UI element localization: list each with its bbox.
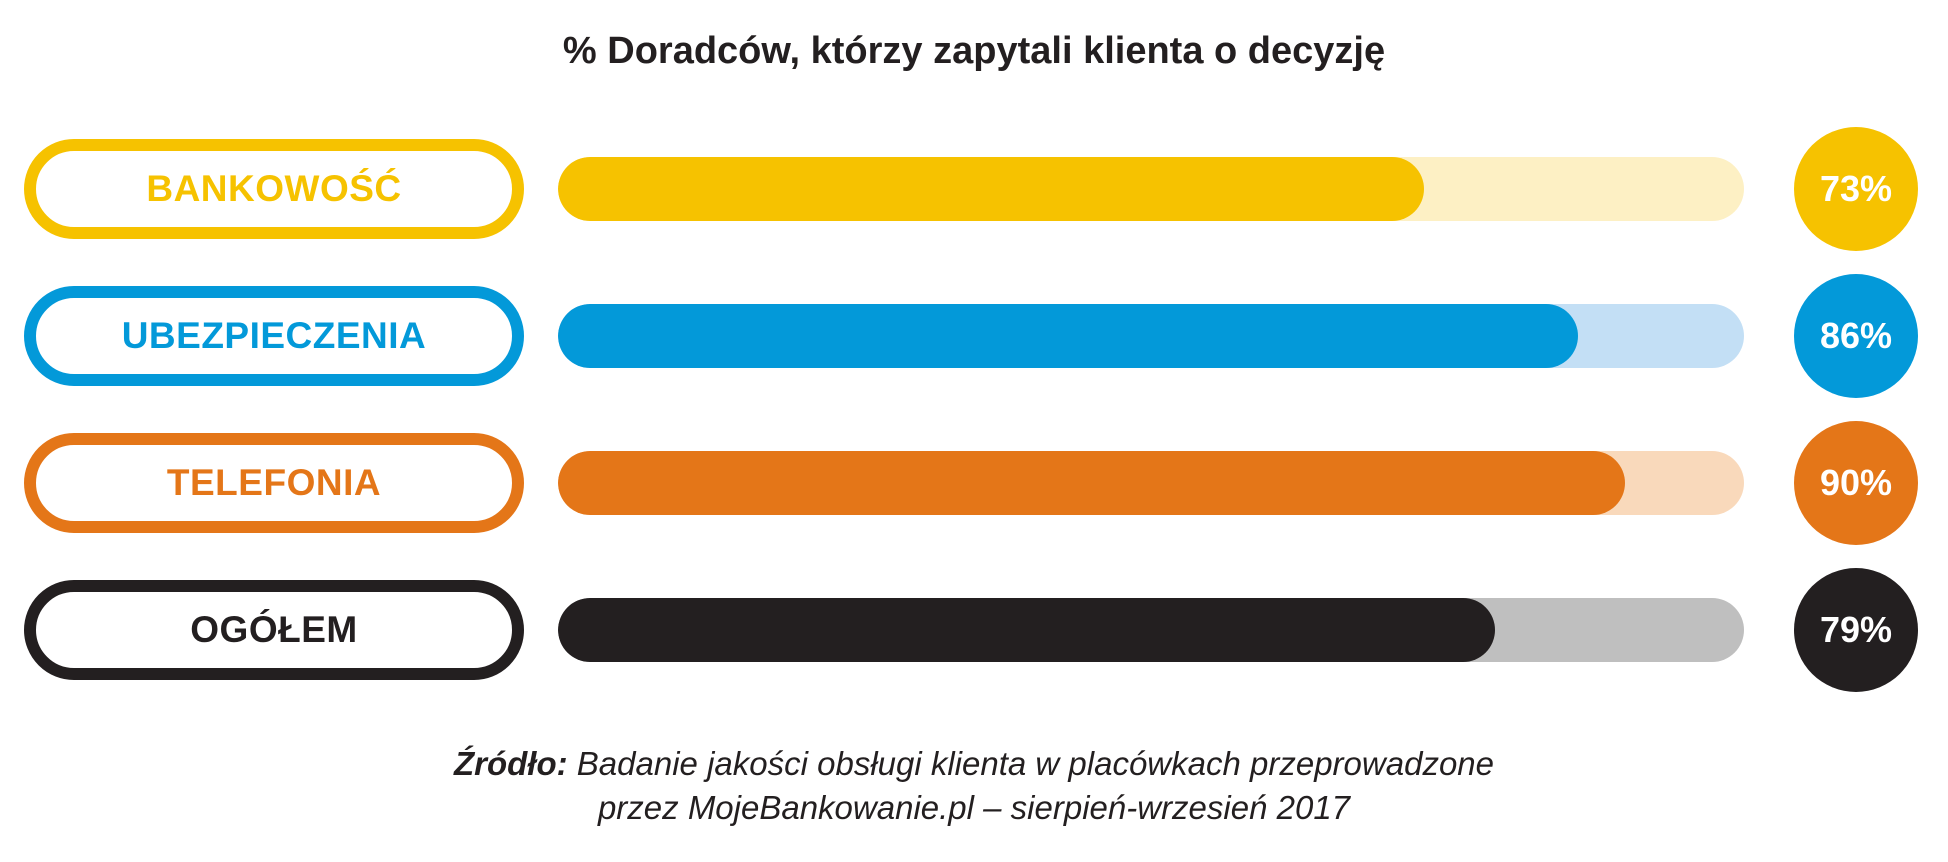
bar-row: OGÓŁEM 79% <box>0 568 1948 692</box>
value-badge: 79% <box>1794 568 1918 692</box>
source-text-1: Badanie jakości obsługi klienta w placów… <box>576 745 1494 782</box>
category-label: UBEZPIECZENIA <box>24 286 524 386</box>
bar <box>558 598 1495 662</box>
category-label: TELEFONIA <box>24 433 524 533</box>
bar <box>558 451 1626 515</box>
source-line-1: Źródło: Badanie jakości obsługi klienta … <box>0 742 1948 786</box>
category-label: OGÓŁEM <box>24 580 524 680</box>
source-lead: Źródło: <box>453 745 568 782</box>
source-line-2: przez MojeBankowanie.pl – sierpień-wrzes… <box>597 789 1351 826</box>
bar-row: UBEZPIECZENIA 86% <box>0 274 1948 398</box>
bar <box>558 304 1578 368</box>
bar-track <box>558 451 1744 515</box>
bar-track <box>558 157 1744 221</box>
bar <box>558 157 1424 221</box>
bar-track <box>558 304 1744 368</box>
source-note: Źródło: Badanie jakości obsługi klienta … <box>0 742 1948 830</box>
value-badge: 73% <box>1794 127 1918 251</box>
category-label: BANKOWOŚĆ <box>24 139 524 239</box>
chart-title: % Doradców, którzy zapytali klienta o de… <box>562 30 1386 72</box>
value-badge: 86% <box>1794 274 1918 398</box>
value-badge: 90% <box>1794 421 1918 545</box>
bar-row: TELEFONIA 90% <box>0 421 1948 545</box>
bar-row: BANKOWOŚĆ 73% <box>0 127 1948 251</box>
bar-track <box>558 598 1744 662</box>
